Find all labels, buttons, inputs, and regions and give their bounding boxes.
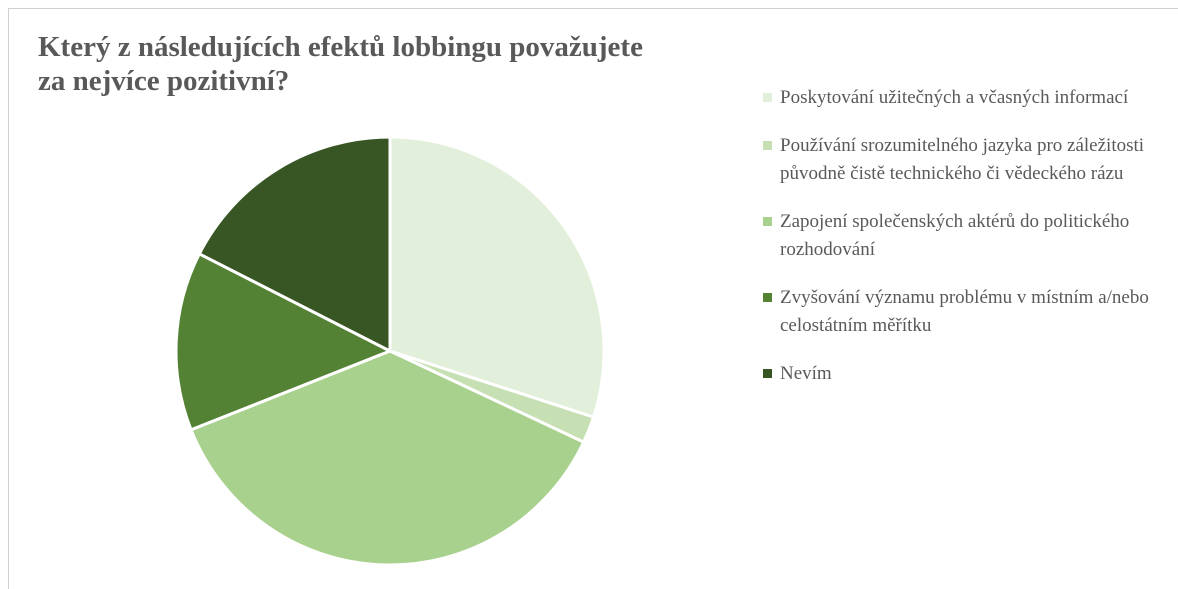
- pie-slice: [197, 135, 392, 354]
- legend-swatch: [763, 93, 772, 102]
- legend-item: Používání srozumitelného jazyka pro zále…: [763, 132, 1150, 188]
- pie-area: [174, 135, 606, 567]
- legend-item: Zapojení společenských aktérů do politic…: [763, 208, 1150, 264]
- legend-swatch: [763, 293, 772, 302]
- legend-label: Poskytování užitečných a včasných inform…: [780, 87, 1129, 108]
- legend-label: Nevím: [780, 363, 832, 384]
- chart-title: Který z následujících efektů lobbingu po…: [38, 31, 643, 97]
- legend-item: Poskytování užitečných a včasných inform…: [763, 84, 1150, 112]
- legend-item: Zvyšování významu problému v místním a/n…: [763, 284, 1150, 340]
- pie-slice: [388, 135, 606, 420]
- pie-slice: [189, 349, 586, 567]
- legend-label: Zapojení společenských aktérů do politic…: [780, 211, 1130, 260]
- legend-swatch: [763, 141, 772, 150]
- pie-slice: [174, 251, 394, 432]
- legend-item: Nevím: [763, 360, 1150, 388]
- legend-swatch: [763, 369, 772, 378]
- legend-swatch: [763, 217, 772, 226]
- chart-frame: [8, 8, 1178, 589]
- legend-label: Zvyšování významu problému v místním a/n…: [780, 287, 1149, 336]
- legend-label: Používání srozumitelného jazyka pro zále…: [780, 135, 1145, 184]
